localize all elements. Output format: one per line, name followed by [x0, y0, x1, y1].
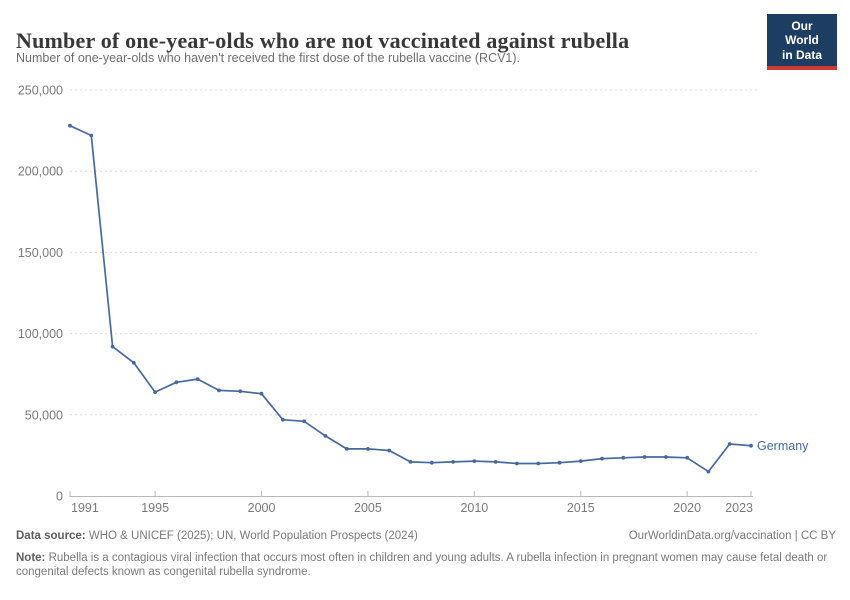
data-point [174, 380, 179, 385]
footer-source-row: Data source: WHO & UNICEF (2025); UN, Wo… [16, 530, 836, 542]
data-point [557, 460, 562, 465]
data-point [685, 455, 690, 460]
series-label-germany: Germany [757, 439, 809, 453]
owid-logo-line1: Our World [785, 19, 819, 48]
data-point [664, 455, 668, 459]
data-point [600, 456, 604, 461]
data-point [89, 133, 94, 138]
data-point [515, 461, 519, 466]
data-point [749, 443, 753, 448]
data-point [493, 460, 498, 464]
data-point [727, 442, 732, 446]
y-axis-tick-label: 200,000 [18, 165, 63, 179]
data-point [110, 344, 115, 349]
data-point [451, 460, 455, 464]
x-axis-tick-label: 2000 [248, 501, 276, 515]
data-point [387, 448, 392, 453]
footer-note: Note: Rubella is a contagious viral infe… [16, 552, 828, 578]
y-axis-tick-label: 150,000 [18, 246, 63, 260]
owid-url-link[interactable]: OurWorldinData.org/vaccination | CC BY [628, 530, 836, 542]
data-point [429, 460, 434, 465]
data-point [280, 417, 285, 422]
page-title: Number of one-year-olds who are not vacc… [16, 27, 630, 53]
note-label: Note: [16, 552, 46, 564]
x-axis-tick-label: 2015 [567, 501, 595, 515]
data-point [578, 459, 583, 463]
series-line-germany [69, 124, 752, 473]
data-point [472, 459, 477, 463]
y-axis-tick-label: 0 [56, 490, 63, 504]
owid-logo: Our World in Data [767, 14, 837, 71]
data-point [238, 389, 243, 394]
data-point [344, 447, 349, 451]
y-axis-tick-label: 250,000 [18, 84, 63, 98]
x-axis-tick-label: 2023 [725, 501, 753, 515]
data-point [706, 469, 711, 474]
x-axis-tick-label: 1991 [71, 501, 99, 515]
data-point [642, 455, 647, 459]
chart-subtitle: Number of one-year-olds who haven't rece… [16, 51, 521, 65]
owid-logo-line2: in Data [781, 47, 822, 62]
data-point [259, 391, 264, 396]
data-point [131, 360, 136, 365]
x-axis-tick-label: 1995 [141, 501, 169, 515]
x-axis-tick-label: 2020 [673, 501, 701, 515]
data-point [217, 388, 221, 393]
data-point [536, 461, 541, 466]
x-axis-tick-label: 2005 [354, 501, 382, 515]
data-point [302, 419, 306, 424]
data-point [195, 377, 200, 381]
data-point [366, 447, 370, 451]
y-axis-tick-label: 50,000 [25, 408, 63, 422]
data-source-label: Data source: [16, 530, 86, 542]
data-point [408, 460, 413, 464]
data-source-text: Data source: WHO & UNICEF (2025); UN, Wo… [16, 530, 418, 542]
data-point [621, 455, 626, 460]
data-point [153, 390, 158, 394]
data-point [323, 434, 328, 438]
x-axis-tick-label: 2010 [460, 501, 488, 515]
y-axis-tick-label: 100,000 [18, 327, 63, 341]
data-point [68, 123, 72, 128]
